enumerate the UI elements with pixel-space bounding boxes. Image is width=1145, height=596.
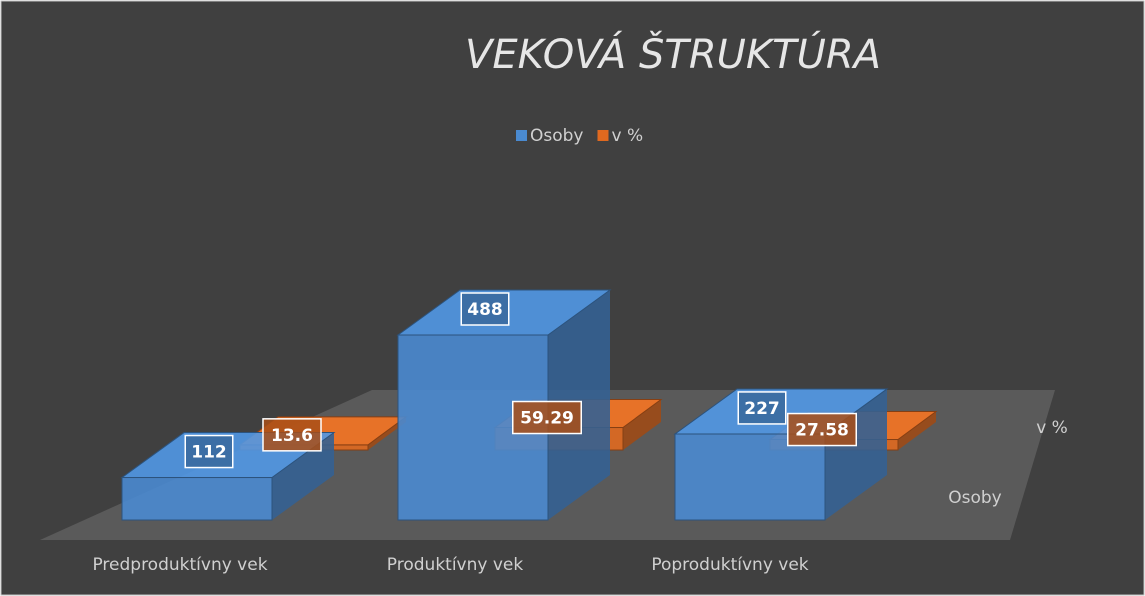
x-tick-label: Produktívny vek bbox=[387, 555, 524, 575]
bar-side bbox=[368, 416, 406, 450]
bar-side bbox=[623, 399, 661, 450]
chart-title: VEKOVÁ ŠTRUKTÚRA bbox=[465, 30, 881, 78]
bar-side bbox=[898, 411, 936, 450]
data-label: 59.29 bbox=[520, 409, 574, 429]
x-tick-label: Predproduktívny vek bbox=[92, 555, 267, 575]
data-label-box bbox=[787, 412, 857, 447]
legend-label: Osoby bbox=[530, 126, 584, 146]
legend-swatch bbox=[597, 130, 609, 141]
data-label: 27.58 bbox=[795, 421, 849, 441]
bar-front bbox=[674, 433, 826, 521]
data-label-box bbox=[737, 391, 787, 425]
data-label-box bbox=[184, 434, 234, 469]
bar-side bbox=[272, 432, 334, 520]
data-label-box bbox=[512, 400, 582, 435]
data-label-box bbox=[262, 418, 322, 452]
data-label-box bbox=[460, 292, 510, 326]
data-label: 13.6 bbox=[271, 426, 313, 446]
depth-axis-label: Osoby bbox=[948, 488, 1002, 508]
data-label: 488 bbox=[467, 300, 503, 320]
x-tick-label: Poproduktívny vek bbox=[651, 555, 808, 575]
legend-label: v % bbox=[612, 126, 644, 146]
legend-swatch bbox=[516, 130, 527, 141]
data-label: 112 bbox=[191, 443, 227, 463]
bar-front bbox=[121, 477, 273, 521]
depth-axis-label: v % bbox=[1036, 418, 1068, 438]
data-label: 227 bbox=[744, 399, 780, 419]
bar-side bbox=[825, 388, 887, 520]
